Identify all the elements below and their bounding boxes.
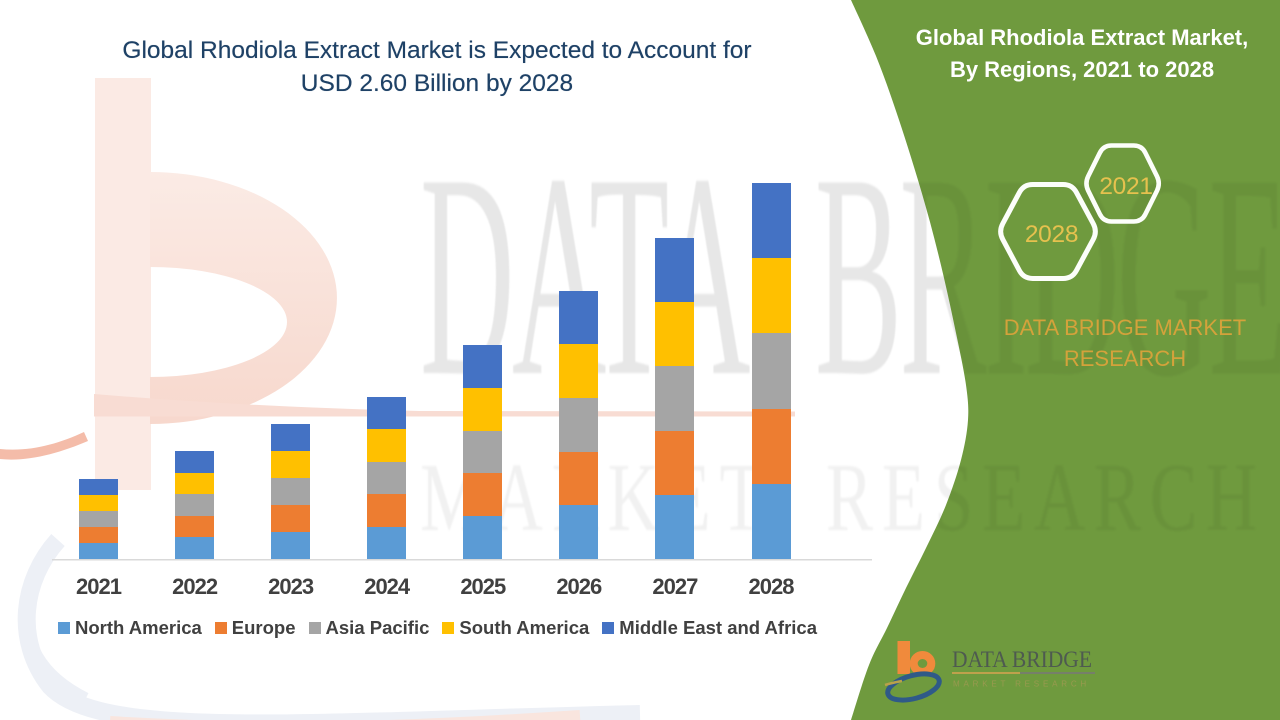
- svg-text:MARKET RESEARCH: MARKET RESEARCH: [953, 679, 1090, 689]
- svg-text:2021: 2021: [1099, 173, 1152, 200]
- svg-text:2028: 2028: [1025, 221, 1078, 248]
- svg-text:DATA BRIDGE: DATA BRIDGE: [952, 647, 1092, 672]
